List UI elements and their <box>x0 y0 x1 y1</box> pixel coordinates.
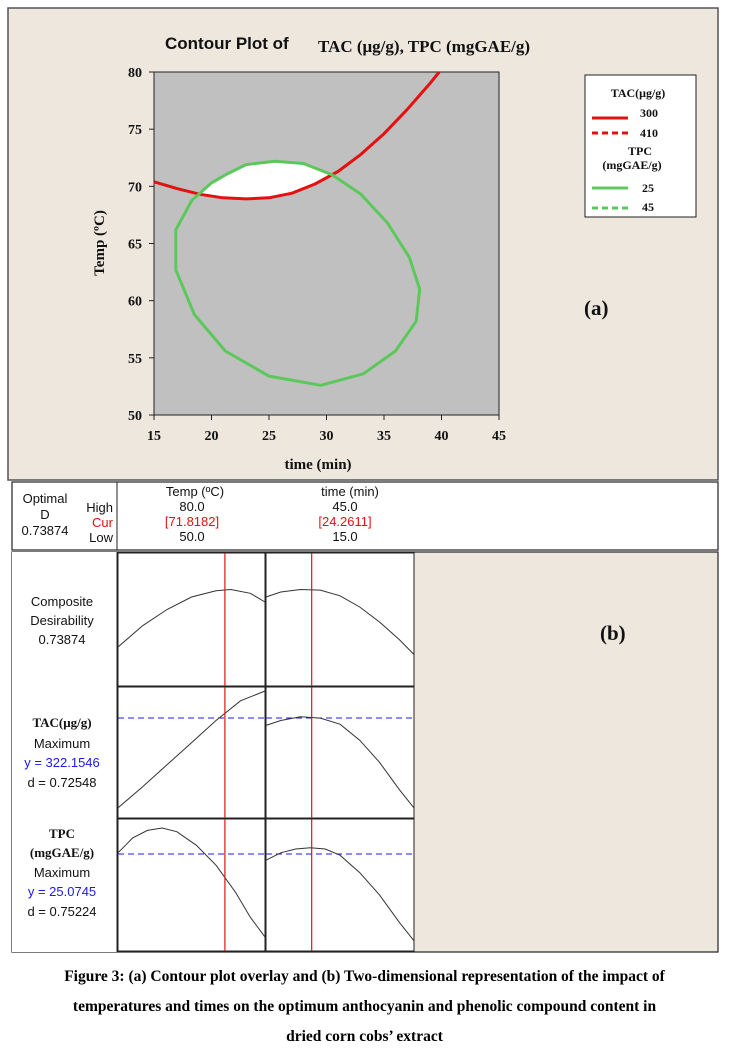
response-curve-r2-c1 <box>265 847 415 942</box>
x-tick-label-40: 40 <box>435 429 449 444</box>
legend-tac-title: TAC(μg/g) <box>611 86 666 100</box>
tac-d-value: d = 0.72548 <box>27 775 96 790</box>
panel-b-left-column <box>12 552 117 952</box>
x-tick-label-30: 30 <box>320 429 334 444</box>
legend: TAC(μg/g) 300 410 TPC (mgGAE/g) 25 45 <box>584 74 697 218</box>
factor-temp-name: Temp (ºC) <box>166 484 224 499</box>
cell-r1-c0 <box>117 686 266 819</box>
tpc-d-value: d = 0.75224 <box>27 904 96 919</box>
optimal-label: Optimal <box>23 491 68 506</box>
composite-value: 0.73874 <box>39 632 86 647</box>
y-tick-label-75: 75 <box>128 123 142 138</box>
factor-time-name: time (min) <box>321 484 379 499</box>
y-tick-label-80: 80 <box>128 66 142 81</box>
legend-tpc-25-label: 25 <box>642 181 654 195</box>
tpc-row-label-2: (mgGAE/g) <box>30 845 94 860</box>
caption-line-3: dried corn cobs’ extract <box>286 1028 443 1045</box>
chart-title-main: TAC (μg/g), TPC (mgGAE/g) <box>318 37 530 56</box>
cell-r0-c0 <box>117 552 266 687</box>
optimal-d-value: 0.73874 <box>22 523 69 538</box>
low-label: Low <box>89 530 113 545</box>
tpc-row-label-1: TPC <box>49 826 75 841</box>
y-tick-label-60: 60 <box>128 295 142 310</box>
response-curve-r2-c0 <box>117 827 266 938</box>
factor-temp-high: 80.0 <box>179 499 204 514</box>
legend-box <box>584 74 697 218</box>
tac-goal: Maximum <box>34 736 90 751</box>
tpc-25-contour <box>174 159 422 387</box>
figure-caption: Figure 3: (a) Contour plot overlay and (… <box>0 962 729 1052</box>
factor-temp-cur: [71.8182] <box>165 514 219 529</box>
panel-b-header <box>11 481 719 551</box>
x-tick-label-25: 25 <box>262 429 276 444</box>
contour-layer <box>153 71 441 387</box>
caption-line-2: temperatures and times on the optimum an… <box>72 998 657 1015</box>
tac-300-contour <box>153 71 441 201</box>
panel-label-b: (b) <box>600 621 626 645</box>
composite-label-1: Composite <box>31 594 93 609</box>
composite-label-2: Desirability <box>30 613 94 628</box>
response-curve-r0-c1 <box>265 588 415 655</box>
x-axis-label: time (min) <box>284 457 351 473</box>
response-curve-r1-c1 <box>265 716 415 809</box>
axis-a: 15 20 25 30 35 40 45 50 55 60 65 70 75 80 <box>128 66 506 444</box>
factor-temp-low: 50.0 <box>179 529 204 544</box>
legend-tac-410-label: 410 <box>640 126 658 140</box>
panel-label-a: (a) <box>584 296 609 320</box>
tpc-goal: Maximum <box>34 865 90 880</box>
legend-tpc-title-2: (mgGAE/g) <box>602 158 661 172</box>
y-tick-label-55: 55 <box>128 352 142 367</box>
legend-tpc-45-label: 45 <box>642 200 654 214</box>
cell-r2-c0 <box>117 818 266 952</box>
response-curve-r0-c0 <box>117 588 266 648</box>
caption-line-1: Figure 3: (a) Contour plot overlay and (… <box>64 968 665 985</box>
factor-time-low: 15.0 <box>332 529 357 544</box>
x-tick-label-45: 45 <box>492 429 506 444</box>
x-tick-label-35: 35 <box>377 429 391 444</box>
y-axis-label: Temp (ºC) <box>92 210 108 276</box>
legend-tac-300-label: 300 <box>640 106 658 120</box>
cell-r1-c1 <box>265 686 415 819</box>
y-tick-label-50: 50 <box>128 409 142 424</box>
high-label: High <box>86 500 113 515</box>
factor-time-cur: [24.2611] <box>318 514 371 529</box>
tac-y-value: y = 322.1546 <box>24 755 100 770</box>
chart-title-prefix: Contour Plot of <box>165 34 289 53</box>
x-tick-label-15: 15 <box>147 429 161 444</box>
response-curve-r1-c0 <box>117 690 266 809</box>
cell-r0-c1 <box>265 552 415 687</box>
cell-r2-c1 <box>265 818 415 952</box>
factor-time-high: 45.0 <box>332 499 357 514</box>
optimal-d-label: D <box>40 507 49 522</box>
cur-label: Cur <box>92 515 114 530</box>
figure-canvas: Contour Plot of TAC (μg/g), TPC (mgGAE/g… <box>7 7 719 953</box>
plot-area <box>153 71 500 416</box>
y-tick-label-70: 70 <box>128 180 142 195</box>
y-tick-label-65: 65 <box>128 238 142 253</box>
desirability-cells <box>117 552 415 952</box>
legend-tpc-title-1: TPC <box>628 144 652 158</box>
tpc-y-value: y = 25.0745 <box>28 884 96 899</box>
x-tick-label-20: 20 <box>205 429 219 444</box>
tac-row-label: TAC(μg/g) <box>32 715 91 730</box>
